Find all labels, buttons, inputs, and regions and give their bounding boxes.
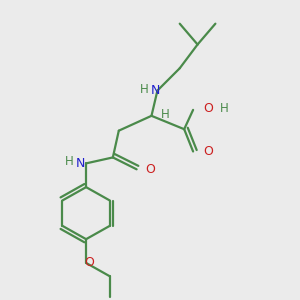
Text: H: H [220, 102, 229, 115]
Text: N: N [76, 157, 86, 170]
Text: H: H [140, 82, 148, 96]
Text: O: O [146, 163, 155, 176]
Text: H: H [160, 108, 169, 121]
Text: O: O [203, 102, 213, 115]
Text: N: N [151, 84, 160, 97]
Text: O: O [203, 145, 213, 158]
Text: O: O [84, 256, 94, 269]
Text: H: H [65, 155, 74, 168]
